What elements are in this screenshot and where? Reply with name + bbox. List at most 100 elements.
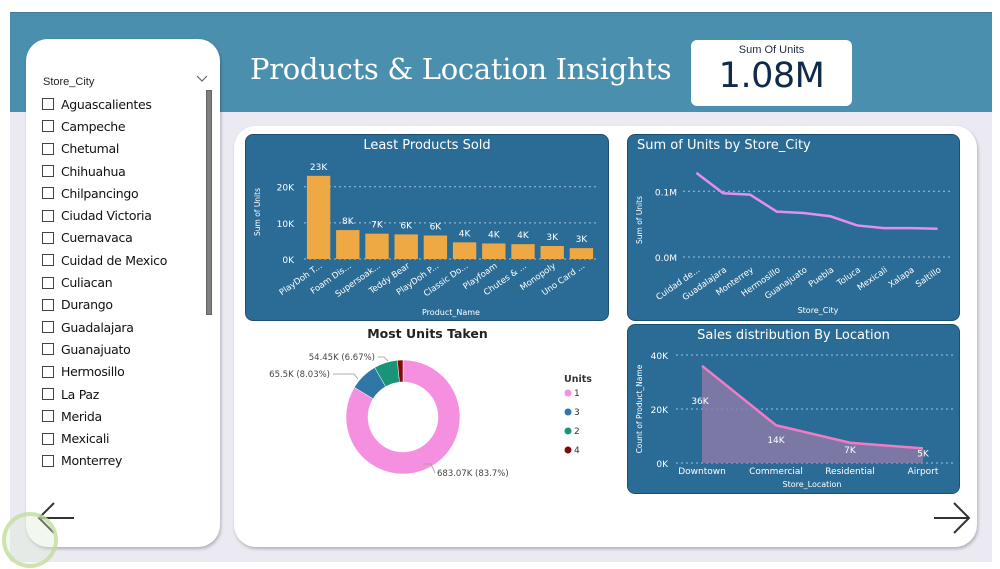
bar-data-label: 6K xyxy=(400,221,413,231)
x-tick-label: Mexicali xyxy=(856,265,890,293)
legend-label: 3 xyxy=(574,408,580,418)
checkbox[interactable] xyxy=(42,231,54,244)
legend-marker xyxy=(564,389,572,397)
y-tick-label: 40K xyxy=(651,352,669,362)
bar xyxy=(394,234,418,259)
checkbox[interactable] xyxy=(42,142,54,155)
slicer-item-label: Guadalajara xyxy=(61,319,134,335)
slicer-item-label: Merida xyxy=(61,408,102,424)
checkbox[interactable] xyxy=(42,365,54,378)
slicer-item[interactable]: Guanajuato xyxy=(42,338,212,360)
checkbox[interactable] xyxy=(42,254,54,267)
x-tick-label: Xalapa xyxy=(887,265,917,290)
slicer-item-label: Ciudad Victoria xyxy=(61,208,152,224)
checkbox[interactable] xyxy=(42,410,54,423)
bar xyxy=(511,244,535,259)
slicer-item-label: Aguascalientes xyxy=(61,96,152,112)
checkbox[interactable] xyxy=(42,165,54,178)
bar-data-label: 3K xyxy=(546,233,559,243)
checkbox[interactable] xyxy=(42,432,54,445)
area-fill xyxy=(702,365,923,463)
slicer-item-label: Campeche xyxy=(61,118,126,134)
checkbox[interactable] xyxy=(42,343,54,356)
next-button[interactable] xyxy=(932,498,972,542)
legend-marker xyxy=(564,408,572,416)
y-tick-label: 0.0M xyxy=(655,254,677,264)
checkbox[interactable] xyxy=(42,454,54,467)
donut-slice xyxy=(397,359,404,383)
slicer-item[interactable]: Culiacan xyxy=(42,271,212,293)
slicer-item[interactable]: La Paz xyxy=(42,383,212,405)
legend-marker xyxy=(564,446,572,454)
bar xyxy=(336,230,360,259)
kpi-label: Sum Of Units xyxy=(738,44,805,56)
slicer-item[interactable]: Mexicali xyxy=(42,427,212,449)
slicer-item[interactable]: Chihuahua xyxy=(42,160,212,182)
checkbox[interactable] xyxy=(42,209,54,222)
slicer-item[interactable]: Aguascalientes xyxy=(42,93,212,115)
bar-data-label: 8K xyxy=(342,217,355,227)
watermark-logo xyxy=(2,512,58,568)
x-tick-label: Puebla xyxy=(807,265,836,290)
checkbox[interactable] xyxy=(42,276,54,289)
checkbox[interactable] xyxy=(42,388,54,400)
legend-marker xyxy=(564,427,572,435)
slicer-list: Aguascalientes Campeche Chetumal Chihuahua C… xyxy=(42,93,212,472)
donut-data-label: 54.45K (6.67%) xyxy=(309,353,375,363)
slicer-item[interactable]: Chetumal xyxy=(42,138,212,160)
bar xyxy=(423,235,448,259)
slicer-item[interactable]: Merida xyxy=(42,405,212,427)
kpi-card-sum-of-units[interactable]: Sum Of Units 1.08M xyxy=(691,40,852,106)
page-title: Products & Location Insights xyxy=(250,52,672,86)
slicer-item-label: Chetumal xyxy=(61,141,120,157)
slicer-item[interactable]: Durango xyxy=(42,294,212,316)
bar-data-label: 23K xyxy=(310,163,328,173)
bar-data-label: 7K xyxy=(371,221,384,231)
x-tick-label: Saltillo xyxy=(914,265,943,290)
donut-data-label: 683.07K (83.7%) xyxy=(437,469,509,479)
bar-data-label: 4K xyxy=(517,231,530,241)
slicer-item-label: Mexicali xyxy=(61,431,110,447)
donut-chart-title: Most Units Taken xyxy=(367,326,488,341)
least-products-sold-card[interactable]: Least Products Sold 0K 10K 20K 23K PlayDoh T… xyxy=(245,134,609,321)
slicer-item-label: Guanajuato xyxy=(61,341,131,357)
area-chart-title: Sales distribution By Location xyxy=(697,328,890,343)
slicer-item-label: Cuernavaca xyxy=(61,230,133,246)
slicer-item[interactable]: Guadalajara xyxy=(42,316,212,338)
checkbox[interactable] xyxy=(42,120,54,133)
kpi-value: 1.08M xyxy=(718,56,825,96)
checkbox[interactable] xyxy=(42,298,54,311)
slicer-item[interactable]: Cuernavaca xyxy=(42,227,212,249)
slicer-item[interactable]: Cuidad de Mexico xyxy=(42,249,212,271)
leader-line xyxy=(423,463,436,474)
bar xyxy=(306,175,331,259)
slicer-item[interactable]: Hermosillo xyxy=(42,361,212,383)
slicer-scrollbar[interactable] xyxy=(206,90,212,315)
x-axis-title: Product_Name xyxy=(422,308,480,317)
checkbox[interactable] xyxy=(42,321,54,334)
sum-units-by-city-card[interactable]: Sum of Units by Store_City 0.0M 0.1M Cuida… xyxy=(627,134,960,321)
bar xyxy=(452,242,477,259)
sales-distribution-card[interactable]: Sales distribution By Location 0K 20K 40K 3… xyxy=(627,324,960,494)
donut-chart: 683.07K (83.7%) 65.5K (8.03%) 54.45K (6.67… xyxy=(269,353,592,479)
leader-line xyxy=(378,356,389,362)
checkbox[interactable] xyxy=(42,98,54,111)
chevron-down-icon[interactable] xyxy=(196,73,208,86)
bar-chart-title: Least Products Sold xyxy=(363,138,491,153)
checkbox[interactable] xyxy=(42,187,54,200)
slicer-item[interactable]: Chilpancingo xyxy=(42,182,212,204)
slicer-item-label: La Paz xyxy=(61,386,99,402)
bar xyxy=(569,248,594,259)
slicer-item[interactable]: Campeche xyxy=(42,115,212,137)
slicer-header: Store_City xyxy=(43,76,95,88)
slicer-item[interactable]: Ciudad Victoria xyxy=(42,204,212,226)
y-axis-title: Sum of Units xyxy=(635,196,644,244)
bar xyxy=(365,233,389,259)
legend-label: 1 xyxy=(574,389,580,399)
slicer-item-label: Chihuahua xyxy=(61,163,126,179)
store-city-slicer: Store_City Aguascalientes Campeche Chetuma… xyxy=(26,39,220,547)
legend-label: 4 xyxy=(574,446,580,456)
slicer-item[interactable]: Monterrey xyxy=(42,450,212,472)
area-data-label: 36K xyxy=(691,397,709,407)
